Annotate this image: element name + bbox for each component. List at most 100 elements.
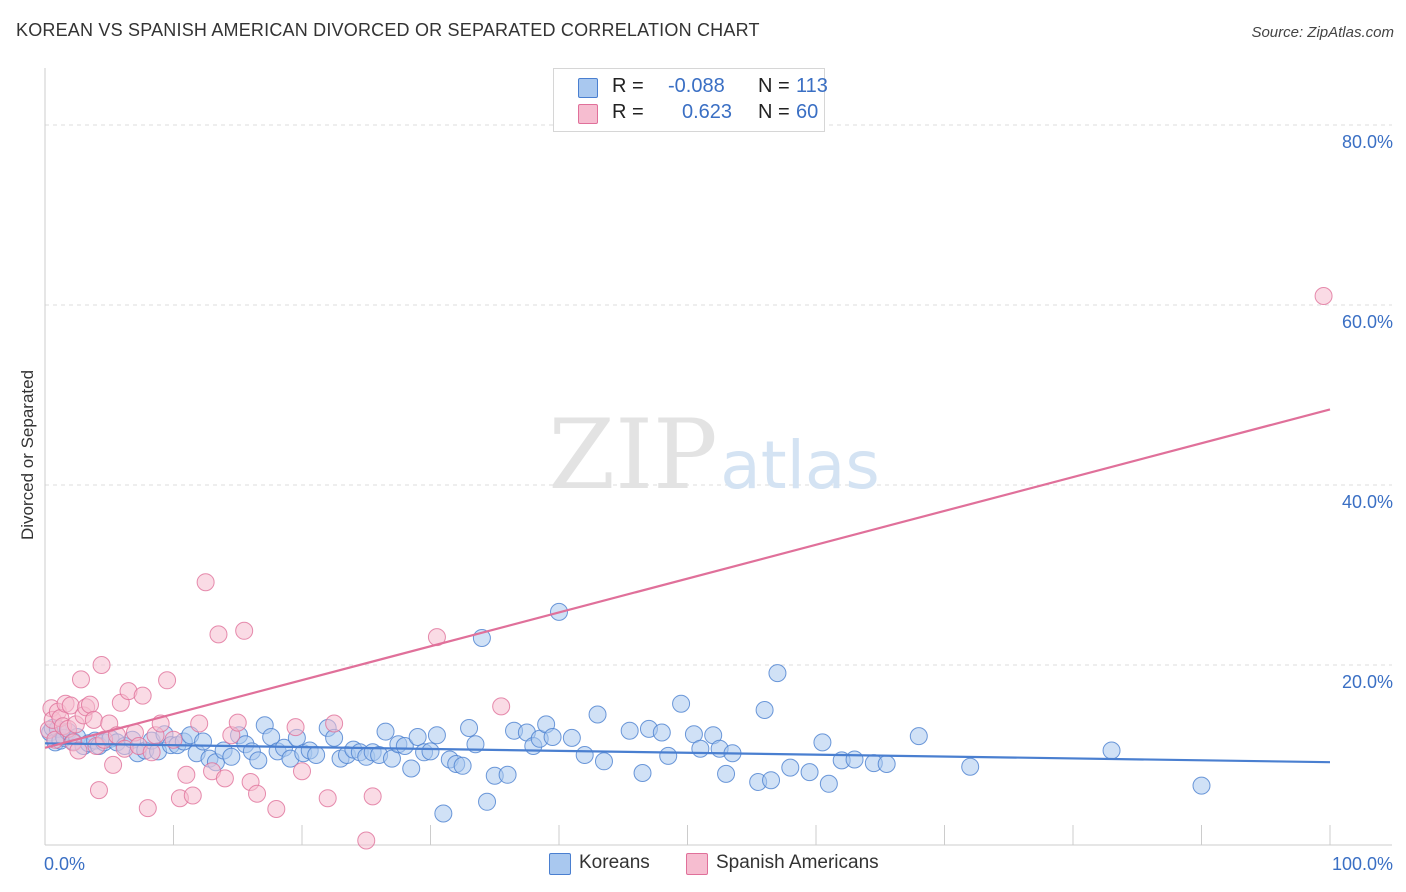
korean-point xyxy=(768,664,787,683)
koreans-legend-swatch xyxy=(549,853,571,875)
spanish-american-point xyxy=(71,670,90,689)
tick-labels: 20.0% 40.0% 60.0% 80.0% 0.0% 100.0% xyxy=(44,132,1393,874)
spanish-american-point xyxy=(69,741,88,760)
spanish-american-point xyxy=(190,714,209,733)
korean-point xyxy=(819,774,838,793)
spanish-american-point xyxy=(177,765,196,784)
n-value-spanish-americans: 60 xyxy=(796,101,819,123)
trend-lines xyxy=(44,408,1331,764)
spanish-american-point xyxy=(183,786,202,805)
korean-point xyxy=(659,746,678,765)
korean-point xyxy=(222,747,241,766)
n-value-koreans: 113 xyxy=(796,75,828,97)
korean-point xyxy=(877,755,896,773)
korean-point xyxy=(594,752,613,771)
korean-point xyxy=(575,746,594,764)
spanish-american-point xyxy=(196,573,215,592)
korean-point xyxy=(466,735,485,754)
koreans-legend-label: Koreans xyxy=(579,852,650,873)
spanish-american-point xyxy=(158,671,177,690)
source-label: Source: ZipAtlas.com xyxy=(1251,24,1394,41)
spanish-american-point xyxy=(293,762,311,781)
korean-point xyxy=(800,763,819,782)
spanish-american-point xyxy=(92,656,111,674)
korean-point xyxy=(781,758,800,777)
correlation-legend: R = -0.088 N = 113 R = 0.623 N = 60 xyxy=(553,68,828,132)
spanish-americans-legend-label: Spanish Americans xyxy=(716,852,879,873)
korean-point xyxy=(498,765,517,784)
data-points xyxy=(39,287,1333,850)
spanish-american-point xyxy=(1314,287,1333,305)
korean-point xyxy=(307,746,326,764)
watermark: ZIP atlas xyxy=(548,399,879,511)
axes xyxy=(44,68,1392,846)
spanish-americans-legend-swatch xyxy=(686,853,708,875)
korean-point xyxy=(562,728,581,747)
spanish-american-point xyxy=(248,784,267,803)
korean-point xyxy=(543,728,562,746)
chart-title: KOREAN VS SPANISH AMERICAN DIVORCED OR S… xyxy=(16,20,760,40)
n-label: N = xyxy=(758,101,790,123)
spanish-american-point xyxy=(164,730,183,749)
korean-point xyxy=(376,722,395,741)
spanish-americans-swatch xyxy=(578,104,598,124)
korean-point xyxy=(672,694,691,713)
y-tick-label: 60.0% xyxy=(1342,312,1393,332)
spanish-american-point xyxy=(84,710,103,729)
spanish-american-point xyxy=(89,781,108,800)
korean-point xyxy=(421,742,440,761)
spanish-american-point xyxy=(133,686,152,705)
spanish-american-point xyxy=(104,755,123,774)
korean-point xyxy=(961,757,980,776)
n-label: N = xyxy=(758,75,790,97)
korean-point xyxy=(652,723,671,742)
korean-point xyxy=(249,751,268,770)
spanish-american-point xyxy=(492,697,511,716)
korean-point xyxy=(762,771,781,790)
korean-point xyxy=(845,750,864,769)
korean-point xyxy=(194,732,213,751)
r-label: R = xyxy=(612,75,644,97)
spanish-american-point xyxy=(80,695,99,714)
r-label: R = xyxy=(612,101,644,123)
spanish-american-point xyxy=(209,625,228,644)
spanish-american-trend-line xyxy=(44,408,1331,749)
y-tick-label: 80.0% xyxy=(1342,132,1393,152)
korean-point xyxy=(620,721,639,740)
r-value-koreans: -0.088 xyxy=(668,75,725,97)
spanish-american-point xyxy=(228,713,247,732)
korean-point xyxy=(408,728,427,746)
spanish-american-point xyxy=(267,800,286,818)
gridlines xyxy=(45,124,1392,666)
korean-point xyxy=(909,727,928,746)
r-value-spanish-americans: 0.623 xyxy=(682,101,733,123)
y-tick-label: 20.0% xyxy=(1342,672,1393,692)
korean-point xyxy=(755,701,774,719)
spanish-american-point xyxy=(286,718,305,737)
korean-point xyxy=(434,804,453,823)
watermark-zip: ZIP xyxy=(548,399,717,511)
x-tick-label: 0.0% xyxy=(44,854,85,874)
korean-point xyxy=(717,764,736,783)
x-tick-label: 100.0% xyxy=(1332,854,1393,874)
korean-point xyxy=(588,705,607,724)
korean-point xyxy=(478,792,497,811)
spanish-american-point xyxy=(357,831,376,850)
korean-point xyxy=(395,737,414,755)
korean-point xyxy=(1102,741,1121,760)
spanish-american-point xyxy=(142,743,161,762)
korean-point xyxy=(427,726,446,745)
korean-point xyxy=(402,759,421,778)
spanish-american-point xyxy=(318,789,337,808)
korean-point xyxy=(633,764,652,782)
korean-point xyxy=(1192,776,1211,795)
spanish-american-point xyxy=(215,769,234,788)
korean-point xyxy=(460,719,479,737)
spanish-american-point xyxy=(138,799,157,818)
koreans-swatch xyxy=(578,78,598,98)
spanish-american-point xyxy=(363,787,382,806)
korean-point xyxy=(691,739,710,758)
korean-trend-line xyxy=(44,742,1331,764)
korean-point xyxy=(453,756,472,775)
spanish-american-point xyxy=(235,621,254,640)
